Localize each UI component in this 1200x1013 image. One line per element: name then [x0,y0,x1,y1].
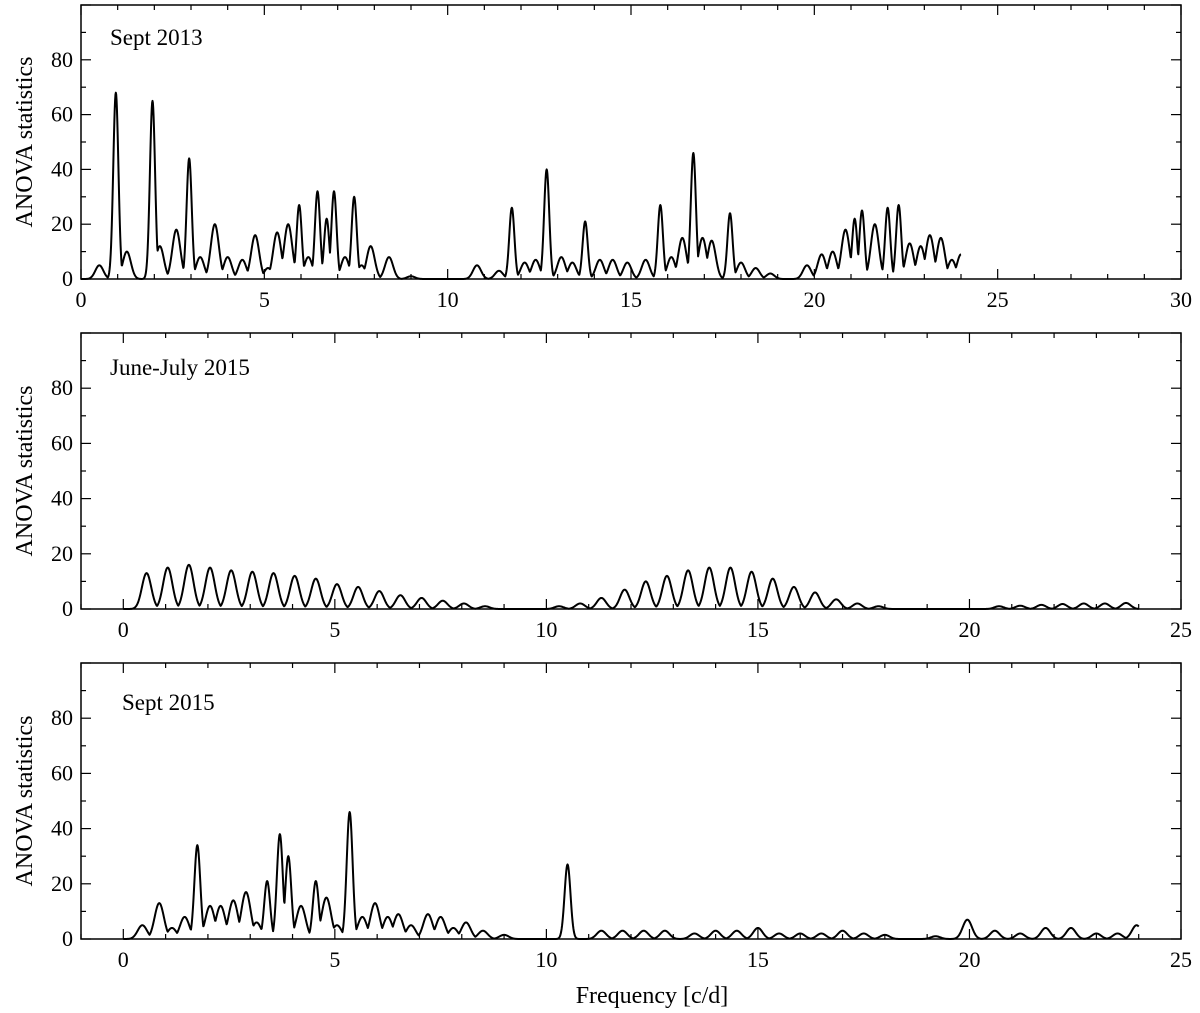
panel-title: June-July 2015 [110,355,250,380]
y-tick-label: 60 [51,430,73,455]
x-tick-label: 0 [118,617,129,642]
x-tick-label: 5 [329,947,340,972]
x-tick-label: 25 [1170,947,1192,972]
panel-title: Sept 2015 [122,690,215,715]
y-tick-label: 40 [51,486,73,511]
y-tick-label: 0 [62,926,73,951]
y-tick-label: 80 [51,375,73,400]
x-tick-label: 30 [1170,287,1192,312]
panel-frame [80,662,1182,940]
series-line [122,811,1140,940]
y-tick-label: 20 [51,871,73,896]
x-tick-label: 20 [958,617,980,642]
y-axis-label: ANOVA statistics [12,716,38,887]
y-tick-label: 80 [51,705,73,730]
x-tick-label: 20 [958,947,980,972]
x-tick-label: 15 [747,617,769,642]
x-tick-label: 25 [987,287,1009,312]
panel-frame [80,4,1182,280]
y-tick-label: 40 [51,816,73,841]
panel-sept-2015: Sept 2015 ANOVA statistics 0 5 10 15 20 25 0 20… [12,662,1192,1009]
x-tick-label: 15 [620,287,642,312]
panel-june-july-2015: June-July 2015 ANOVA statistics 0 5 10 15 20… [12,332,1192,642]
y-tick-label: 80 [51,47,73,72]
series-line [122,563,1140,610]
series-line [80,91,962,280]
y-tick-label: 20 [51,541,73,566]
panel-title: Sept 2013 [110,25,203,50]
y-axis-label: ANOVA statistics [12,386,38,557]
tick-group: 0 5 10 15 20 25 0 20 40 60 80 [51,662,1192,972]
x-tick-label: 0 [118,947,129,972]
y-tick-label: 60 [51,102,73,127]
x-tick-label: 20 [803,287,825,312]
x-tick-label: 10 [535,617,557,642]
y-tick-label: 60 [51,760,73,785]
y-tick-label: 40 [51,156,73,181]
x-tick-label: 15 [747,947,769,972]
x-tick-label: 5 [259,287,270,312]
x-tick-label: 25 [1170,617,1192,642]
y-tick-label: 0 [62,596,73,621]
y-tick-label: 20 [51,211,73,236]
y-tick-label: 0 [62,266,73,291]
x-tick-label: 10 [535,947,557,972]
panel-sept-2013: Sept 2013 ANOVA statistics 0 5 10 15 20 25 30 0… [12,4,1192,312]
x-tick-label: 5 [329,617,340,642]
y-axis-label: ANOVA statistics [12,57,38,228]
x-tick-label: 0 [76,287,87,312]
x-tick-label: 10 [437,287,459,312]
x-axis-label: Frequency [c/d] [576,983,729,1009]
